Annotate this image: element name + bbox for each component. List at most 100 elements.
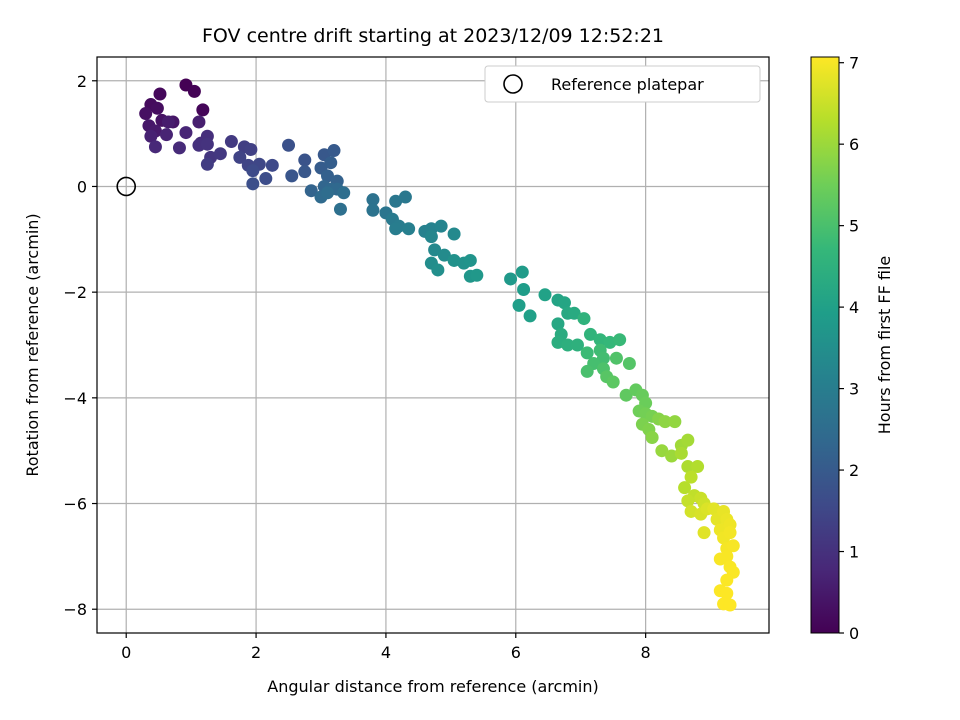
- data-point: [161, 115, 175, 129]
- data-point: [681, 494, 695, 508]
- data-point: [655, 444, 669, 458]
- data-point: [470, 268, 484, 282]
- data-point: [557, 296, 571, 310]
- data-point: [320, 169, 334, 183]
- x-tick-label: 8: [641, 643, 651, 662]
- data-point: [720, 573, 734, 587]
- y-tick-label: 0: [77, 177, 87, 196]
- colorbar-tick-label: 5: [849, 217, 859, 236]
- legend-box: [484, 65, 761, 103]
- data-point: [583, 327, 597, 341]
- data-point: [333, 202, 347, 216]
- data-point: [720, 549, 734, 563]
- data-point: [504, 272, 518, 286]
- data-point: [447, 227, 461, 241]
- data-point: [577, 312, 591, 326]
- data-point: [389, 194, 403, 208]
- data-point: [213, 147, 227, 161]
- data-point: [622, 356, 636, 370]
- data-point: [282, 138, 296, 152]
- data-point: [389, 222, 403, 236]
- data-point: [515, 265, 529, 279]
- scatter-points: [139, 78, 740, 612]
- data-point: [402, 222, 416, 236]
- data-point: [567, 306, 581, 320]
- data-point: [606, 375, 620, 389]
- data-point: [723, 526, 737, 540]
- data-point: [674, 446, 688, 460]
- data-point: [681, 460, 695, 474]
- data-point: [609, 351, 623, 365]
- data-point: [324, 156, 338, 170]
- data-point: [246, 177, 260, 191]
- data-point: [224, 135, 238, 149]
- data-point: [366, 203, 380, 217]
- data-point: [665, 449, 679, 463]
- data-point: [265, 158, 279, 172]
- data-point: [320, 186, 334, 200]
- data-point: [551, 317, 565, 331]
- data-point: [593, 333, 607, 347]
- data-point: [551, 335, 565, 349]
- data-point: [668, 415, 682, 429]
- x-tick-label: 2: [251, 643, 261, 662]
- colorbar-ticks: 0 1 2 3 4 5 6 7: [839, 54, 859, 643]
- data-point: [200, 157, 214, 171]
- x-tick-label: 4: [381, 643, 391, 662]
- data-point: [678, 481, 692, 495]
- y-tick-label: −2: [63, 283, 87, 302]
- legend-marker: [503, 74, 523, 94]
- data-point: [619, 388, 633, 402]
- data-point: [192, 115, 206, 129]
- data-point: [707, 502, 721, 516]
- colorbar-tick-label: 2: [849, 461, 859, 480]
- data-point: [431, 263, 445, 277]
- data-point: [244, 142, 258, 156]
- colorbar-tick-label: 3: [849, 380, 859, 399]
- data-point: [684, 470, 698, 484]
- data-point: [681, 433, 695, 447]
- data-point: [298, 153, 312, 167]
- data-point: [723, 598, 737, 612]
- y-tick-label: −8: [63, 600, 87, 619]
- data-point: [179, 126, 193, 140]
- data-point: [285, 169, 299, 183]
- data-point: [613, 333, 627, 347]
- y-axis-label: Rotation from reference (arcmin): [23, 213, 42, 476]
- data-point: [144, 129, 158, 143]
- data-point: [580, 346, 594, 360]
- y-axis-ticks: 2 0 −2 −4 −6 −8: [63, 72, 97, 619]
- data-point: [327, 144, 341, 158]
- data-point: [517, 283, 531, 297]
- x-tick-label: 0: [121, 643, 131, 662]
- colorbar-tick-label: 6: [849, 135, 859, 154]
- data-point: [726, 539, 740, 553]
- data-point: [697, 526, 711, 540]
- data-point: [645, 430, 659, 444]
- data-point: [720, 586, 734, 600]
- colorbar: [810, 56, 840, 634]
- data-point: [684, 504, 698, 518]
- x-axis-ticks: 0 2 4 6 8: [121, 633, 651, 662]
- chart-title: FOV centre drift starting at 2023/12/09 …: [202, 25, 664, 47]
- y-tick-label: 2: [77, 72, 87, 91]
- data-point: [523, 309, 537, 323]
- data-point: [148, 140, 162, 154]
- data-point: [153, 87, 167, 101]
- data-point: [246, 164, 260, 178]
- data-point: [172, 141, 186, 155]
- plot-frame: [96, 56, 770, 634]
- y-tick-label: −4: [63, 389, 87, 408]
- data-point: [200, 137, 214, 151]
- x-axis-label: Angular distance from reference (arcmin): [267, 677, 598, 696]
- data-point: [580, 364, 594, 378]
- data-point: [428, 243, 442, 257]
- colorbar-tick-label: 7: [849, 54, 859, 73]
- data-point: [463, 253, 477, 267]
- data-point: [139, 107, 153, 121]
- y-tick-label: −6: [63, 495, 87, 514]
- data-point: [424, 230, 438, 244]
- data-point: [196, 103, 210, 117]
- data-point: [447, 253, 461, 267]
